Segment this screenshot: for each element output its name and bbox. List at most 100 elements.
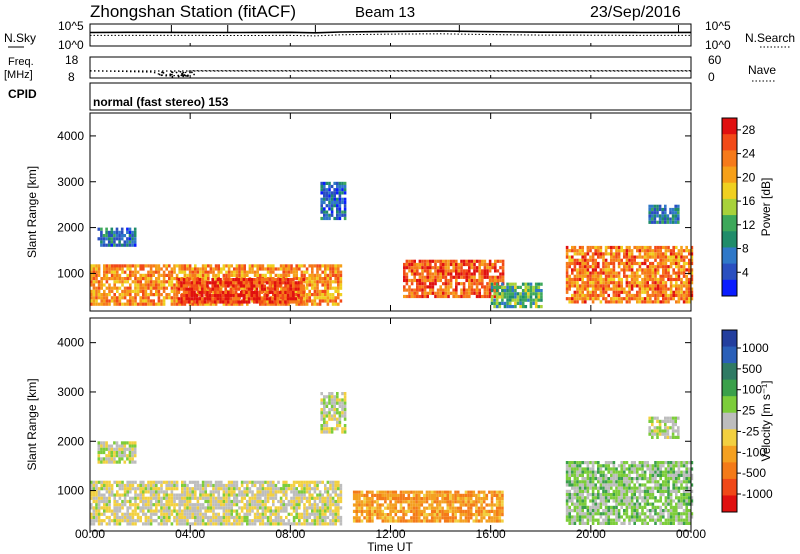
velocity-cell xyxy=(591,512,595,516)
power-cell xyxy=(229,300,233,304)
velocity-cell xyxy=(338,411,342,415)
velocity-cell xyxy=(248,503,252,507)
velocity-cell xyxy=(246,503,249,507)
power-cell xyxy=(604,265,608,269)
power-cell xyxy=(506,289,509,293)
velocity-cell xyxy=(459,506,463,510)
velocity-cell xyxy=(339,519,343,523)
power-cell xyxy=(674,214,677,218)
power-cell xyxy=(178,270,181,274)
power-cell xyxy=(630,297,634,301)
power-cell xyxy=(462,259,466,263)
velocity-cell xyxy=(287,499,291,504)
velocity-cell xyxy=(207,496,210,500)
power-cell xyxy=(248,270,252,274)
velocity-cell xyxy=(95,499,98,504)
power-cell xyxy=(423,262,427,267)
velocity-cell xyxy=(313,496,317,500)
power-cell xyxy=(602,293,605,298)
power-cell xyxy=(431,291,435,295)
power-cell xyxy=(623,290,626,294)
power-cell xyxy=(413,269,416,273)
velocity-cell xyxy=(358,493,361,497)
velocity-cell xyxy=(149,496,153,500)
velocity-cell xyxy=(253,522,257,526)
power-cell xyxy=(607,293,610,298)
velocity-cell xyxy=(157,493,161,497)
power-cell xyxy=(266,278,269,282)
power-cell xyxy=(193,297,196,301)
power-cell xyxy=(648,211,651,215)
power-cell xyxy=(589,284,592,288)
power-cell xyxy=(308,264,311,268)
power-cell xyxy=(336,184,339,189)
power-cell xyxy=(628,252,631,256)
power-cell xyxy=(131,302,135,306)
power-cell xyxy=(682,265,686,269)
velocity-cell xyxy=(212,490,215,494)
noise-left-tick-bottom: 10^0 xyxy=(58,38,84,52)
velocity-cell xyxy=(139,499,142,504)
power-cell xyxy=(168,280,171,284)
velocity-cell xyxy=(578,464,582,468)
power-cell xyxy=(245,290,248,294)
velocity-cell xyxy=(287,512,291,516)
velocity-cell xyxy=(318,519,322,523)
velocity-cell xyxy=(269,490,272,494)
velocity-cell xyxy=(256,515,259,520)
power-cell xyxy=(237,294,240,298)
power-cell xyxy=(439,278,442,283)
power-cell xyxy=(429,275,432,279)
power-cell xyxy=(444,291,448,295)
velocity-cell xyxy=(253,503,257,507)
power-cell xyxy=(193,287,196,291)
power-cell xyxy=(677,284,681,288)
power-cell xyxy=(620,277,623,282)
velocity-cell xyxy=(170,512,174,516)
power-cell xyxy=(180,281,183,285)
velocity-cell xyxy=(326,480,330,484)
power-cell xyxy=(338,197,342,201)
power-cell xyxy=(599,245,603,250)
power-cell xyxy=(442,272,445,276)
velocity-cell xyxy=(464,500,468,504)
power-cell xyxy=(113,293,116,297)
power-cell xyxy=(185,300,188,304)
velocity-cell xyxy=(331,519,335,523)
velocity-cell xyxy=(423,506,426,510)
velocity-cell xyxy=(404,509,408,513)
velocity-cell xyxy=(222,503,226,507)
power-cell xyxy=(429,269,432,273)
power-cell xyxy=(199,273,202,277)
velocity-cell xyxy=(188,522,192,526)
power-cell xyxy=(468,275,471,279)
power-cell xyxy=(465,259,468,263)
power-cell xyxy=(602,290,605,294)
power-cell xyxy=(589,249,592,253)
velocity-cell xyxy=(565,473,569,477)
power-cell xyxy=(638,293,642,298)
power-cell xyxy=(253,290,256,294)
power-cell xyxy=(193,284,196,288)
power-cell xyxy=(266,302,270,306)
power-cell xyxy=(429,278,432,283)
power-cell xyxy=(649,284,652,288)
power-cell xyxy=(612,281,616,285)
power-cell xyxy=(183,267,187,271)
velocity-cell xyxy=(313,480,317,484)
velocity-cell xyxy=(412,519,416,523)
velocity-cell xyxy=(160,487,163,491)
power-cell xyxy=(90,267,93,271)
power-cell xyxy=(142,283,145,287)
velocity-cell xyxy=(149,487,153,491)
power-cell xyxy=(274,273,278,277)
velocity-cell xyxy=(165,512,168,516)
power-cell xyxy=(537,289,541,293)
power-cell xyxy=(321,270,324,274)
power-cell xyxy=(612,293,616,298)
power-cell xyxy=(597,252,600,256)
velocity-cell xyxy=(591,467,595,471)
power-cell xyxy=(581,255,584,259)
power-cell xyxy=(333,204,336,208)
power-cell xyxy=(669,265,673,269)
